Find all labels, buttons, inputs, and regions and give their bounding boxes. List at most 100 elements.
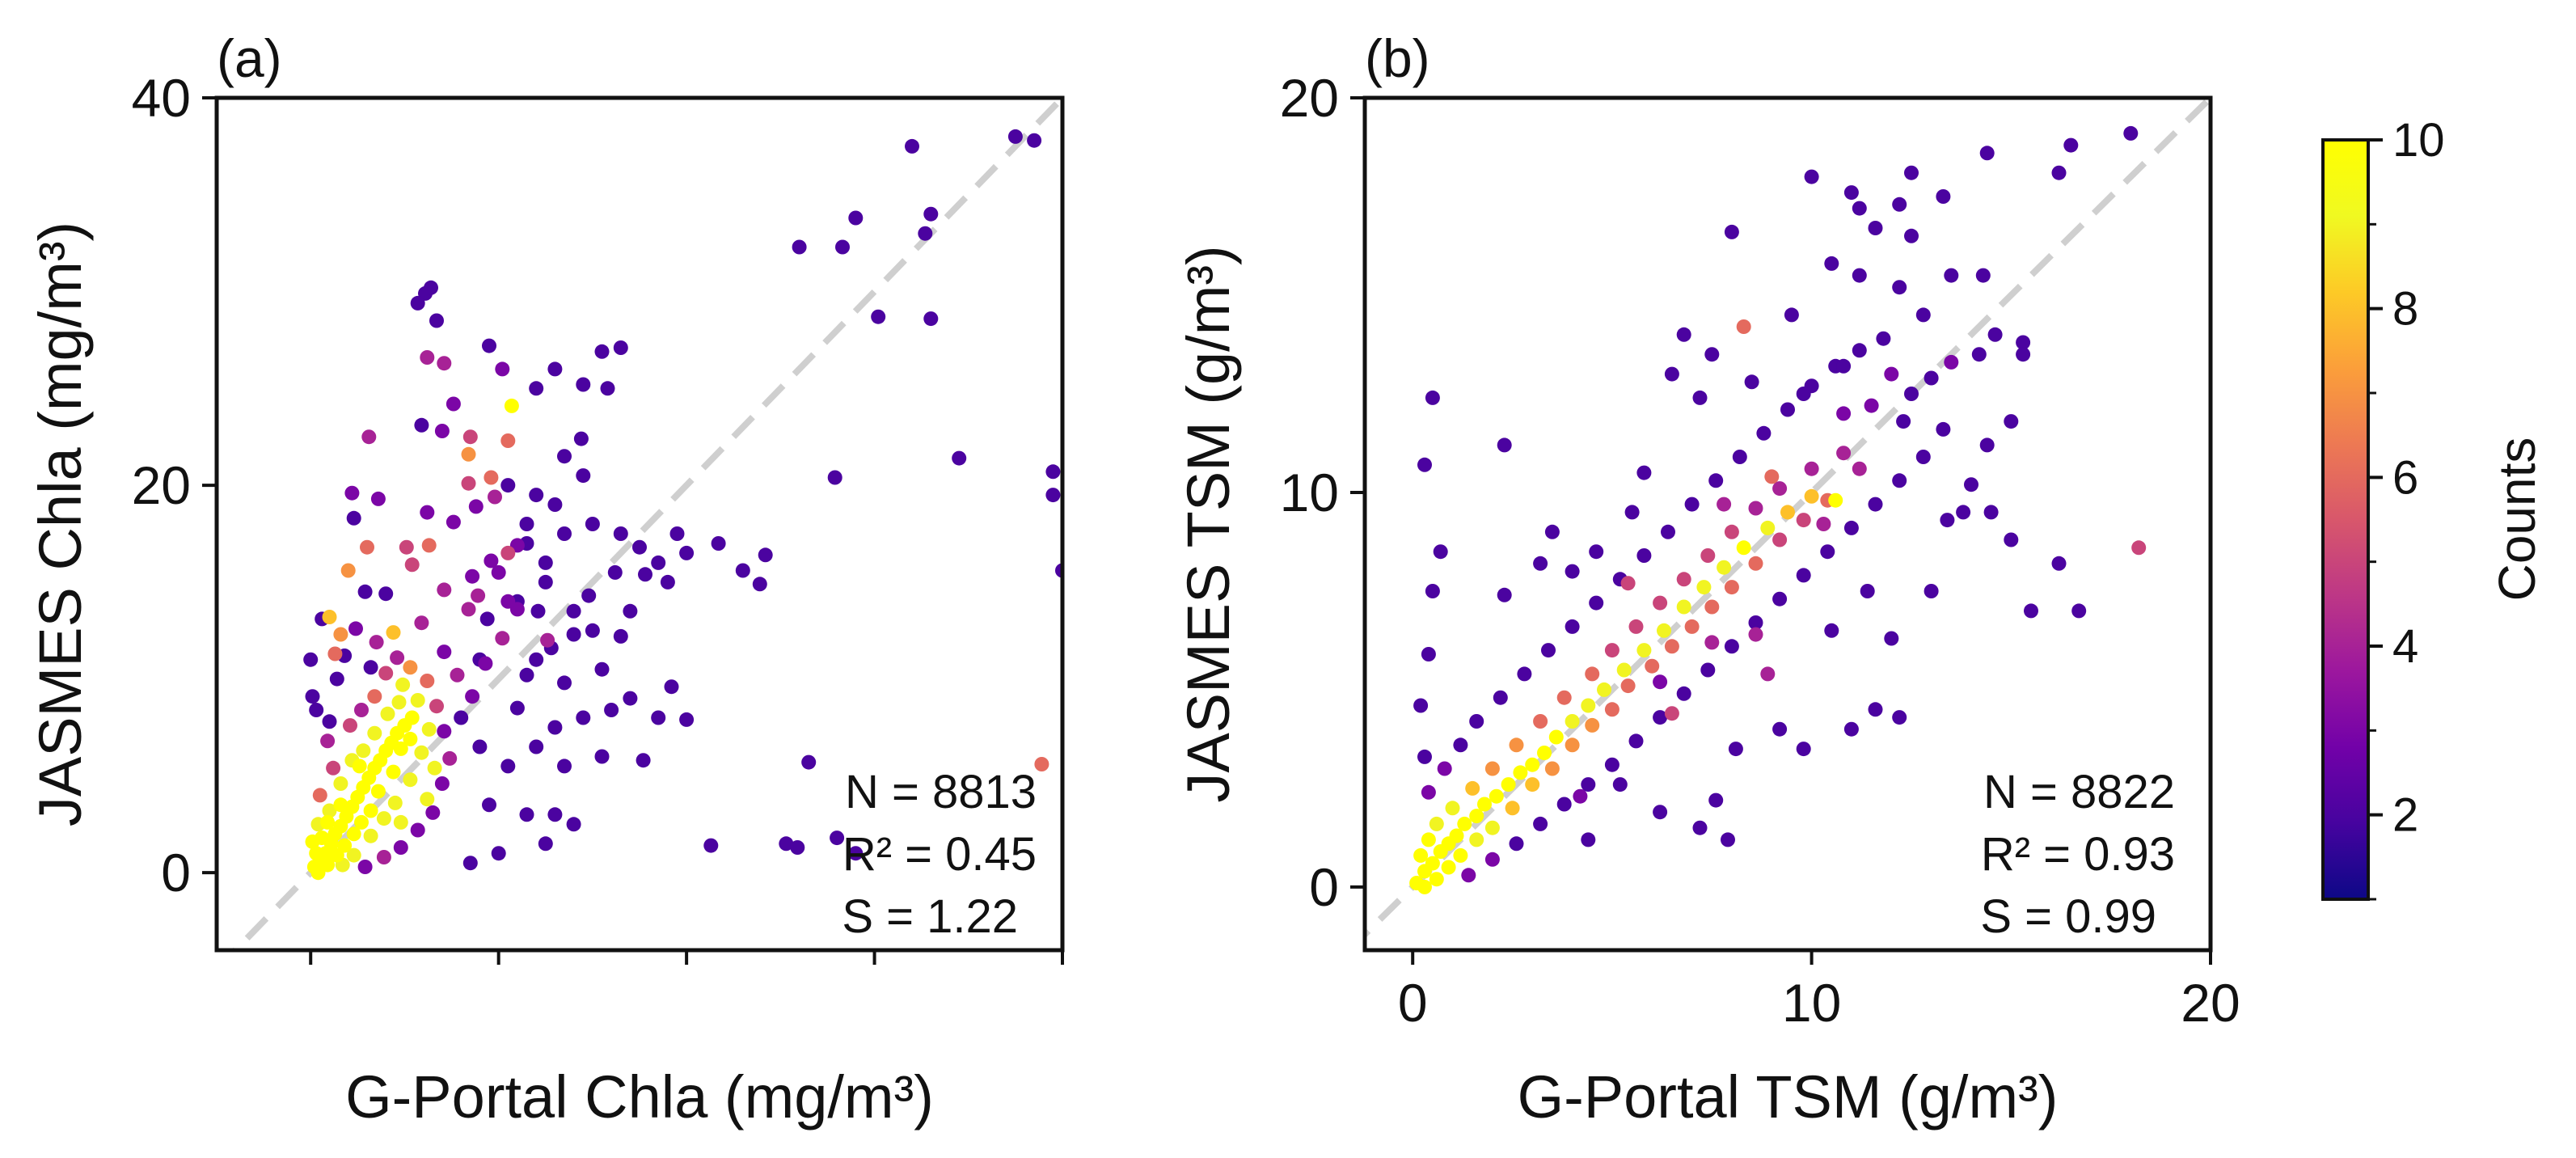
data-point	[600, 381, 615, 396]
data-point	[1892, 280, 1907, 295]
stat-s-b: S = 0.99	[1980, 890, 2156, 943]
data-point	[2016, 335, 2031, 350]
data-point	[519, 667, 534, 683]
data-point	[322, 803, 337, 818]
data-point	[1892, 710, 1907, 725]
data-point	[1692, 390, 1708, 405]
colorbar-tick-label: 4	[2392, 620, 2418, 673]
data-point	[1824, 256, 1839, 271]
data-point	[500, 478, 516, 493]
data-point	[1936, 189, 1951, 204]
data-point	[333, 776, 348, 791]
data-point	[393, 741, 408, 756]
x-tick-label: 10	[1782, 973, 1841, 1033]
data-point	[529, 739, 544, 754]
data-point	[594, 344, 610, 359]
data-point	[540, 632, 555, 648]
data-point	[905, 138, 919, 154]
data-point	[1692, 820, 1708, 835]
data-point	[547, 361, 563, 377]
data-point	[1736, 540, 1751, 556]
data-point	[1429, 872, 1444, 887]
data-point	[1724, 524, 1739, 539]
data-point	[1748, 556, 1763, 571]
data-point	[547, 807, 563, 822]
stat-n-a: N = 8813	[845, 766, 1037, 818]
data-point	[1620, 678, 1636, 694]
data-point	[369, 635, 384, 650]
data-point	[613, 526, 628, 541]
data-point	[1417, 457, 1432, 472]
data-point	[461, 475, 476, 491]
data-point	[585, 517, 600, 531]
data-point	[482, 338, 496, 353]
data-point	[660, 574, 675, 590]
data-point	[327, 646, 343, 661]
data-point	[479, 611, 495, 627]
data-point	[604, 703, 619, 717]
colorbar-tick-label: 2	[2392, 789, 2418, 842]
data-point	[403, 772, 418, 788]
data-point	[1034, 757, 1049, 771]
data-point	[410, 295, 425, 311]
data-point	[547, 720, 563, 735]
data-point	[1585, 666, 1600, 682]
data-point	[2024, 603, 2038, 619]
data-point	[1425, 856, 1440, 871]
data-point	[1704, 347, 1720, 362]
data-point	[1748, 627, 1763, 642]
data-point	[1843, 520, 1859, 535]
data-point	[1421, 784, 1436, 800]
data-point	[848, 846, 864, 861]
data-point	[1533, 816, 1548, 831]
data-point	[390, 650, 405, 666]
data-point	[461, 446, 476, 462]
data-point	[2071, 603, 2087, 619]
data-point	[1653, 595, 1668, 611]
data-point	[1437, 761, 1452, 776]
data-point	[1696, 580, 1712, 595]
data-point	[703, 838, 719, 853]
panel-b: 0 10 20 0 10 20 (b) G-Portal TSM (g/m³) JASME…	[1175, 28, 2240, 1131]
data-point	[429, 699, 444, 714]
data-point	[1717, 497, 1732, 512]
data-point	[495, 361, 510, 377]
data-point	[1624, 505, 1640, 520]
ticks-a: 0 20 40	[132, 68, 1064, 965]
data-point	[420, 792, 435, 807]
data-point	[393, 814, 408, 830]
data-point	[529, 381, 544, 396]
data-point	[1007, 129, 1023, 144]
data-point	[1664, 639, 1679, 654]
data-point	[1676, 327, 1691, 342]
data-point	[1604, 643, 1620, 658]
panel-a: 0 20 40 (a) G-Portal Chla (mg/m³) JASMES C…	[27, 28, 1065, 1131]
data-point	[1497, 587, 1512, 602]
data-point	[636, 753, 651, 768]
data-point	[320, 814, 336, 830]
data-point	[1565, 737, 1580, 753]
data-point	[1796, 387, 1811, 401]
data-point	[1796, 513, 1811, 528]
x-axis-label-b: G-Portal TSM (g/m³)	[1518, 1063, 2059, 1131]
data-point	[305, 689, 320, 704]
data-point	[1824, 623, 1839, 638]
data-point	[376, 850, 391, 864]
data-point	[380, 706, 395, 721]
panel-label-a: (a)	[217, 28, 282, 88]
data-point	[393, 840, 408, 855]
colorbar-fill	[2323, 140, 2368, 899]
data-point	[952, 450, 967, 466]
data-point	[2131, 540, 2147, 556]
data-point	[566, 603, 581, 619]
data-point	[1820, 544, 1835, 560]
stat-n-b: N = 8822	[1983, 766, 2175, 818]
data-point	[1684, 619, 1700, 634]
data-point	[1657, 623, 1671, 638]
data-point	[519, 807, 534, 822]
data-point	[391, 695, 407, 710]
data-point	[1653, 710, 1668, 725]
data-point	[491, 846, 506, 861]
data-point	[363, 803, 378, 818]
data-point	[711, 536, 726, 551]
